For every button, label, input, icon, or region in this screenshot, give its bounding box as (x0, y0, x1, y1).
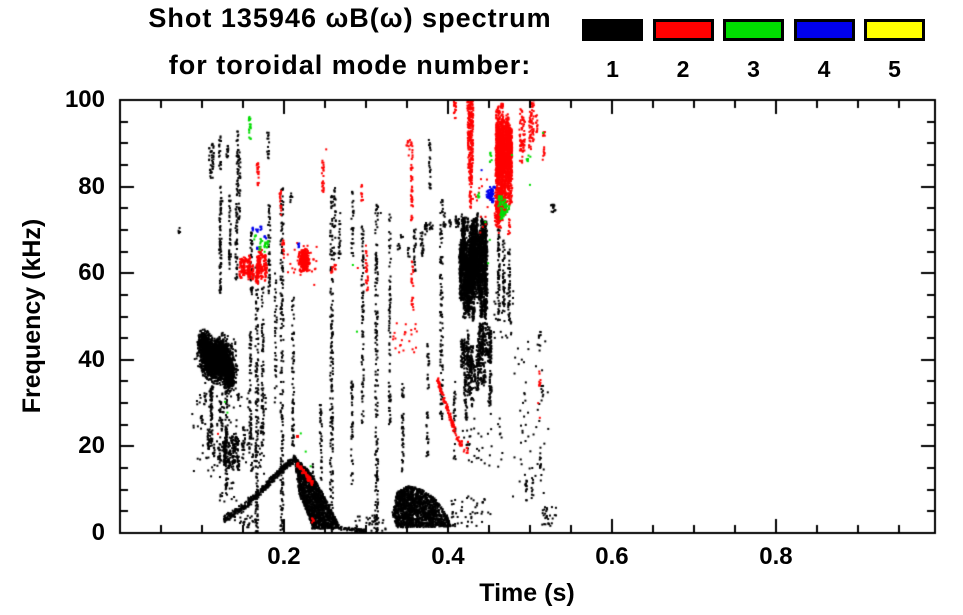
legend-swatch-2 (652, 19, 714, 41)
x-tick-label: 0.6 (595, 543, 629, 570)
x-tick-label: 0.2 (267, 543, 301, 570)
legend-swatch-4 (793, 19, 855, 41)
legend-label-3: 3 (747, 56, 760, 82)
x-tick-label: 0.4 (431, 543, 465, 570)
y-tick-label: 0 (91, 519, 105, 546)
legend-swatch-3 (723, 19, 784, 41)
legend-label-1: 1 (606, 56, 619, 82)
legend-label-2: 2 (676, 56, 690, 82)
legend-label-5: 5 (888, 56, 901, 82)
y-tick-label: 100 (64, 86, 105, 113)
chart-title-line1: Shot 135946 ωB(ω) spectrum (148, 3, 552, 33)
chart-title-line2: for toroidal mode number: (168, 50, 532, 80)
y-tick-label: 20 (78, 432, 105, 460)
y-axis-title: Frequency (kHz) (18, 218, 46, 414)
legend-swatch-1 (582, 19, 643, 41)
y-tick-label: 40 (78, 345, 105, 373)
legend-label-4: 4 (817, 56, 831, 82)
y-tick-label: 60 (78, 259, 105, 287)
x-tick-label: 0.8 (759, 543, 793, 570)
legend-swatch-5 (864, 19, 925, 41)
x-axis-title: Time (s) (479, 579, 575, 607)
y-tick-label: 80 (78, 172, 105, 200)
